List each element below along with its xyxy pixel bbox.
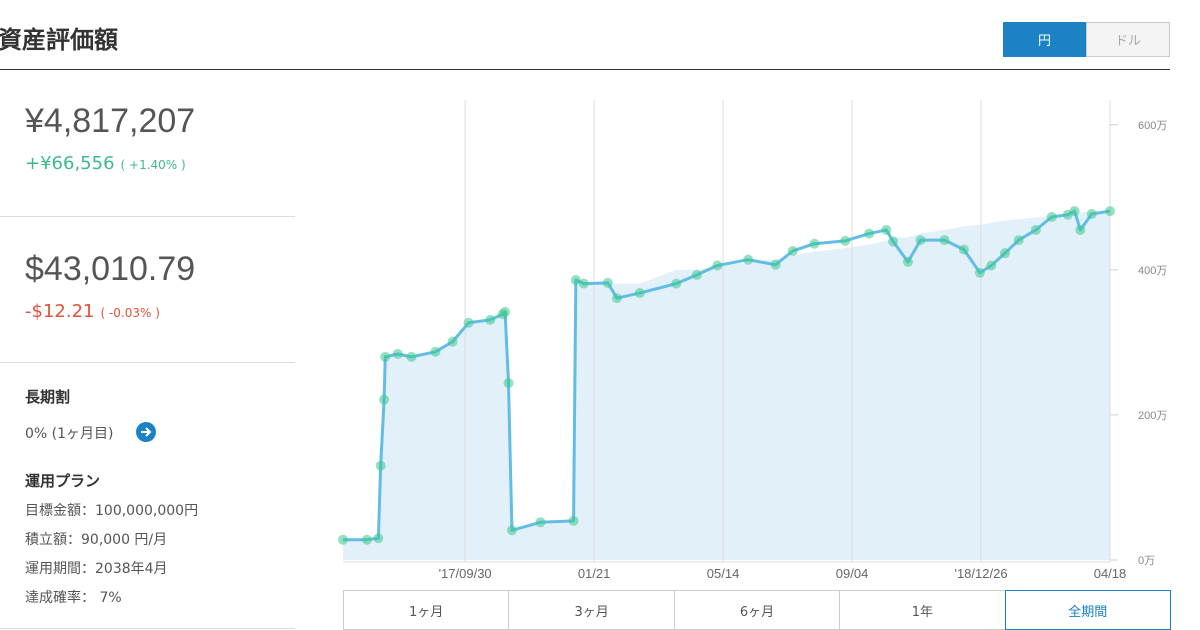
marker xyxy=(915,235,926,246)
marker xyxy=(1013,235,1024,246)
marker xyxy=(578,278,589,289)
jpy-change: +¥66,556 ( +1.40% ) xyxy=(25,153,186,174)
discount-value: 0% (1ヶ月目) xyxy=(25,426,114,442)
marker xyxy=(380,351,391,362)
jpy-change-pct: ( +1.40% ) xyxy=(120,158,186,172)
chart: 0万 200万 400万 600万 '17/09/30 01/21 05/14 09/04 '1… xyxy=(338,100,1167,581)
usd-change-pct: ( -0.03% ) xyxy=(100,306,160,320)
page-title: 資産評価額 xyxy=(0,26,118,54)
marker xyxy=(958,244,969,255)
toggle-dollar[interactable]: ドル xyxy=(1086,22,1170,57)
marker xyxy=(840,235,851,246)
marker xyxy=(671,278,682,289)
marker xyxy=(888,236,899,247)
y-tick-label: 400万 xyxy=(1138,265,1167,277)
marker xyxy=(1046,211,1057,222)
jpy-change-amount: +¥66,556 xyxy=(25,153,115,174)
toggle-yen[interactable]: 円 xyxy=(1003,22,1086,57)
marker xyxy=(503,378,514,389)
area xyxy=(343,211,1110,561)
x-tick-label: 04/18 xyxy=(1094,566,1127,581)
marker xyxy=(1086,208,1097,219)
plan-item: 達成確率： 7% xyxy=(25,590,122,606)
marker xyxy=(787,245,798,256)
period-tab[interactable]: 1年 xyxy=(839,590,1006,630)
y-tick-label: 0万 xyxy=(1138,555,1155,567)
marker xyxy=(375,460,386,471)
x-tick-label: 05/14 xyxy=(707,566,740,581)
marker xyxy=(379,394,390,405)
marker xyxy=(463,317,474,328)
marker xyxy=(611,293,622,304)
plan-item: 目標金額：100,000,000円 xyxy=(25,503,199,519)
marker xyxy=(1105,206,1115,217)
marker xyxy=(602,277,613,288)
marker xyxy=(939,235,950,246)
marker xyxy=(864,228,875,239)
divider xyxy=(0,628,295,629)
marker xyxy=(974,267,985,278)
marker xyxy=(570,274,581,285)
period-tab[interactable]: 6ヶ月 xyxy=(673,590,841,630)
marker xyxy=(986,260,997,271)
marker xyxy=(485,314,496,325)
marker xyxy=(500,306,511,317)
marker xyxy=(447,336,458,347)
plan-item: 積立額：90,000 円/月 xyxy=(25,532,168,548)
marker xyxy=(361,534,372,545)
marker xyxy=(392,348,403,359)
marker xyxy=(1075,224,1086,235)
usd-change: -$12.21 ( -0.03% ) xyxy=(25,301,160,322)
jpy-value: ¥4,817,207 xyxy=(25,102,196,140)
marker xyxy=(535,517,546,528)
x-tick-label: 09/04 xyxy=(836,566,869,581)
y-tick-label: 200万 xyxy=(1138,410,1167,422)
usd-value: $43,010.79 xyxy=(25,250,196,288)
y-tick-label: 600万 xyxy=(1138,120,1167,132)
marker xyxy=(712,260,723,271)
marker xyxy=(406,351,417,362)
marker xyxy=(999,248,1010,259)
x-tick-label: '18/12/26 xyxy=(954,566,1007,581)
marker xyxy=(430,346,441,357)
period-tab[interactable]: 3ヶ月 xyxy=(508,590,675,630)
marker xyxy=(568,515,579,526)
marker xyxy=(1030,224,1041,235)
marker xyxy=(691,269,702,280)
usd-change-amount: -$12.21 xyxy=(25,301,95,322)
x-tick-label: 01/21 xyxy=(578,566,611,581)
plan-item: 運用期間：2038年4月 xyxy=(25,561,168,577)
divider xyxy=(0,362,295,363)
discount-title: 長期割 xyxy=(25,388,71,406)
marker xyxy=(634,288,645,299)
marker xyxy=(881,224,892,235)
marker xyxy=(506,525,517,536)
marker xyxy=(338,534,348,545)
marker xyxy=(809,238,820,249)
period-tab[interactable]: 1ヶ月 xyxy=(343,590,510,630)
plan-title: 運用プラン xyxy=(25,472,101,490)
marker xyxy=(770,259,781,270)
marker xyxy=(902,256,913,267)
marker xyxy=(743,254,754,265)
x-tick-label: '17/09/30 xyxy=(439,566,492,581)
arrow-icon[interactable] xyxy=(136,422,156,442)
marker xyxy=(373,533,384,544)
marker xyxy=(1069,206,1080,217)
period-tab[interactable]: 全期間 xyxy=(1004,590,1171,630)
divider xyxy=(0,216,295,217)
header-rule xyxy=(0,69,1170,70)
